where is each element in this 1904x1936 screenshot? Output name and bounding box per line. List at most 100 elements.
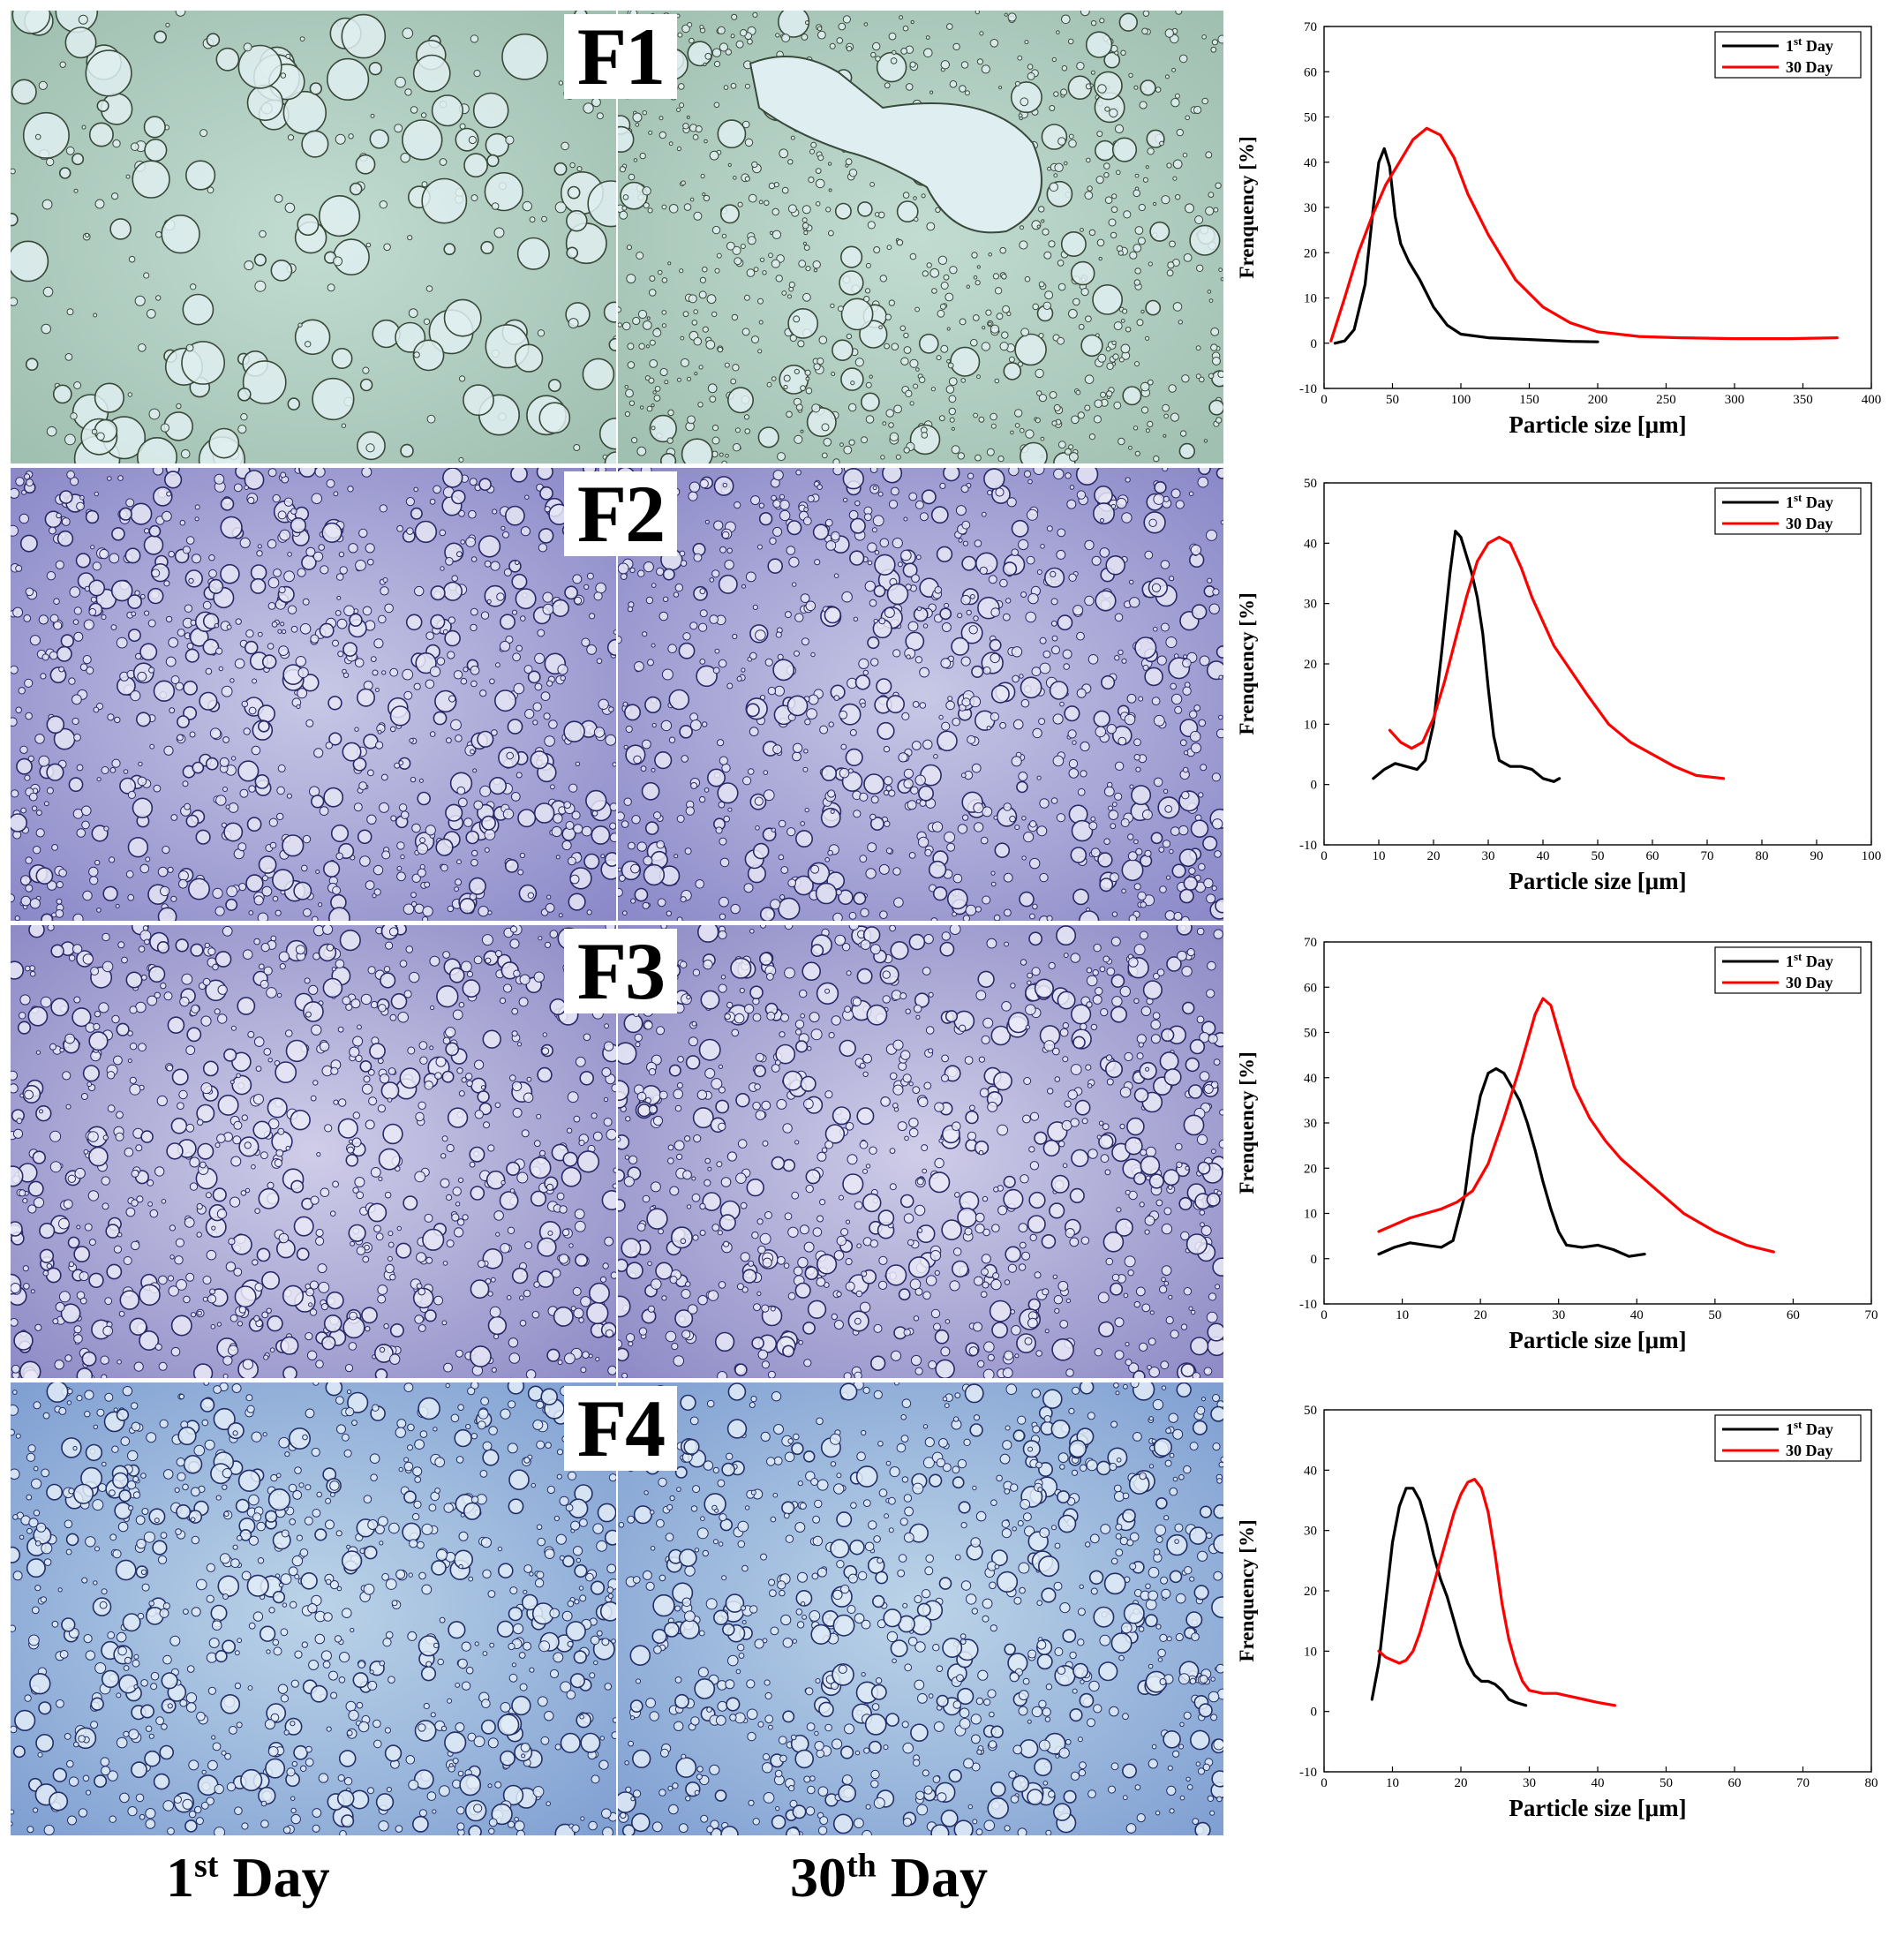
droplet xyxy=(941,1219,962,1240)
droplet xyxy=(11,665,19,674)
droplet xyxy=(1004,12,1008,17)
droplet xyxy=(1039,798,1050,809)
droplet xyxy=(1198,468,1211,476)
droplet xyxy=(992,1272,1000,1280)
droplet xyxy=(1088,821,1098,831)
droplet xyxy=(308,1660,320,1670)
droplet xyxy=(226,885,238,898)
droplet xyxy=(900,357,909,365)
droplet xyxy=(311,1024,322,1036)
droplet xyxy=(964,1056,974,1065)
droplet xyxy=(1169,576,1175,582)
droplet xyxy=(35,1050,41,1055)
droplet xyxy=(994,842,1011,859)
droplet xyxy=(771,1156,786,1171)
droplet xyxy=(512,1107,523,1118)
droplet xyxy=(254,1208,260,1215)
droplet xyxy=(1145,428,1150,433)
droplet xyxy=(373,864,384,876)
droplet xyxy=(816,1277,826,1287)
droplet xyxy=(1027,972,1034,979)
droplet xyxy=(99,548,109,560)
droplet xyxy=(802,766,809,772)
droplet xyxy=(517,869,524,876)
droplet xyxy=(1003,1188,1024,1210)
droplet xyxy=(899,15,904,20)
droplet xyxy=(546,1183,554,1191)
droplet xyxy=(1010,983,1016,989)
droplet xyxy=(349,1046,360,1058)
droplet xyxy=(756,1218,764,1225)
droplet xyxy=(1027,980,1032,985)
droplet xyxy=(1208,1292,1217,1301)
droplet xyxy=(582,1351,590,1360)
droplet xyxy=(396,1419,407,1428)
droplet xyxy=(33,1197,45,1209)
droplet xyxy=(96,908,102,913)
droplet xyxy=(676,377,681,382)
droplet xyxy=(591,825,611,845)
droplet xyxy=(239,788,249,798)
droplet xyxy=(220,516,243,539)
droplet xyxy=(153,680,176,702)
droplet xyxy=(798,1340,803,1345)
droplet xyxy=(127,629,141,643)
droplet xyxy=(719,756,728,765)
droplet xyxy=(618,1136,621,1142)
droplet xyxy=(189,1182,199,1191)
droplet xyxy=(843,445,853,455)
droplet xyxy=(908,1118,919,1128)
droplet xyxy=(1108,810,1119,821)
droplet xyxy=(38,755,50,767)
droplet xyxy=(1038,206,1045,213)
droplet xyxy=(529,216,536,223)
droplet xyxy=(817,154,824,162)
droplet xyxy=(207,1294,217,1304)
droplet xyxy=(1133,998,1140,1005)
droplet xyxy=(113,1407,118,1412)
droplet xyxy=(651,722,657,728)
droplet xyxy=(82,655,92,665)
droplet xyxy=(81,820,90,830)
droplet xyxy=(563,720,585,743)
droplet xyxy=(578,1317,584,1323)
droplet xyxy=(1038,718,1046,726)
droplet xyxy=(202,977,211,986)
droplet xyxy=(370,1000,379,1009)
droplet xyxy=(20,807,27,814)
droplet xyxy=(1164,28,1174,38)
droplet xyxy=(180,448,191,459)
droplet xyxy=(1200,1222,1205,1228)
droplet xyxy=(176,403,182,410)
droplet xyxy=(1092,502,1115,525)
droplet xyxy=(782,1345,795,1358)
droplet xyxy=(903,1329,911,1337)
droplet xyxy=(1170,693,1183,705)
droplet xyxy=(916,1178,924,1186)
droplet xyxy=(518,884,538,903)
droplet xyxy=(373,1224,381,1233)
droplet xyxy=(1002,305,1011,313)
droplet xyxy=(1210,1081,1219,1089)
droplet xyxy=(857,201,873,217)
droplet xyxy=(484,829,496,840)
droplet xyxy=(770,1306,776,1312)
droplet xyxy=(1011,1325,1021,1336)
droplet xyxy=(293,881,312,900)
droplet xyxy=(832,1106,851,1126)
droplet xyxy=(1066,499,1077,509)
droplet xyxy=(1029,1161,1040,1171)
droplet xyxy=(508,1352,521,1364)
droplet xyxy=(454,1227,464,1238)
droplet xyxy=(208,427,240,459)
droplet xyxy=(1139,1342,1148,1352)
droplet xyxy=(1057,137,1066,146)
droplet xyxy=(326,944,335,952)
droplet xyxy=(981,1254,991,1264)
droplet xyxy=(441,1135,448,1142)
droplet xyxy=(82,953,94,965)
droplet xyxy=(903,332,909,339)
droplet xyxy=(588,1282,610,1304)
droplet xyxy=(90,967,100,976)
droplet xyxy=(718,930,727,940)
